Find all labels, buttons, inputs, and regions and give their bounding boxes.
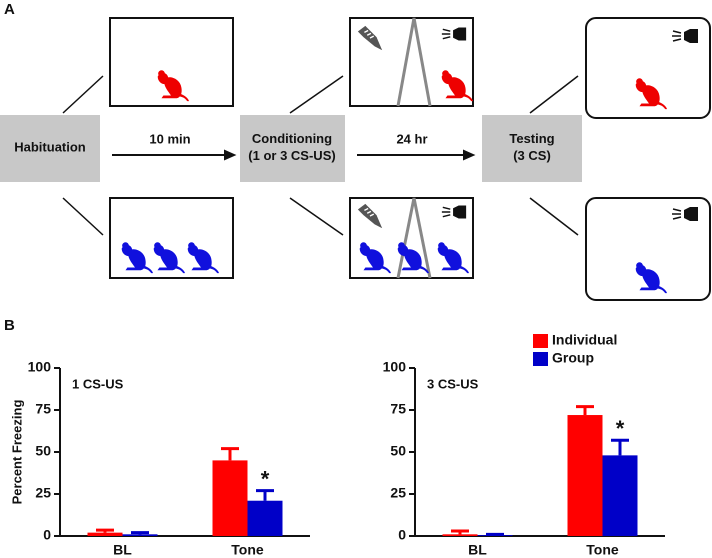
error-bar <box>96 528 114 533</box>
stage-label: Conditioning <box>252 131 332 146</box>
bar <box>122 534 158 536</box>
rats-individual <box>157 70 668 110</box>
speaker-icon <box>441 204 467 220</box>
shock-icon <box>357 25 383 51</box>
error-bar <box>131 531 149 535</box>
stage-label: Habituation <box>14 139 86 154</box>
legend-swatch <box>533 352 548 366</box>
legend-label: Group <box>552 350 594 366</box>
bar <box>212 460 248 536</box>
error-bar <box>486 532 504 536</box>
speaker-icon <box>441 26 467 42</box>
error-bar <box>221 447 239 461</box>
stage-box <box>482 115 582 182</box>
bar <box>247 500 283 536</box>
error-bar <box>451 529 469 535</box>
stage-box <box>240 115 345 182</box>
connectors <box>62 75 579 236</box>
y-tick-label: 75 <box>390 401 406 417</box>
y-tick-label: 0 <box>43 527 51 543</box>
significance-mark: * <box>616 416 625 441</box>
stage-label: (3 CS) <box>513 148 551 163</box>
bar <box>602 455 638 536</box>
arena-boxes <box>109 17 711 301</box>
y-tick-label: 50 <box>35 443 51 459</box>
y-tick-label: 75 <box>35 401 51 417</box>
bar <box>87 532 123 536</box>
stage-label: (1 or 3 CS-US) <box>248 148 335 163</box>
panel-label: B <box>4 317 15 334</box>
y-tick-label: 50 <box>390 443 406 459</box>
error-bar <box>256 489 274 501</box>
partition <box>396 17 432 279</box>
x-tick-label: BL <box>468 542 487 558</box>
x-tick-label: Tone <box>231 542 264 558</box>
y-tick-label: 25 <box>390 485 406 501</box>
x-tick-label: Tone <box>586 542 619 558</box>
speaker-icon <box>671 28 699 44</box>
y-tick-label: 0 <box>398 527 406 543</box>
legend-swatch <box>533 334 548 348</box>
bar <box>567 415 603 536</box>
bar <box>442 534 478 536</box>
error-bar <box>576 405 594 416</box>
shock-icon <box>357 203 383 229</box>
speaker-icon <box>671 206 699 222</box>
y-tick-label: 100 <box>383 359 407 375</box>
stage-label: Testing <box>509 131 554 146</box>
arrows <box>112 149 476 161</box>
panel-a: A <box>0 1 711 301</box>
significance-mark: * <box>261 466 270 491</box>
panel-label: A <box>4 1 15 18</box>
error-bar <box>611 438 629 456</box>
chart-title: 1 CS-US <box>72 376 124 391</box>
legend-label: Individual <box>552 332 617 348</box>
x-tick-label: BL <box>113 542 132 558</box>
interval-label: 10 min <box>149 131 190 146</box>
stage-box <box>0 115 100 182</box>
y-tick-label: 25 <box>35 485 51 501</box>
interval-label: 24 hr <box>396 131 427 146</box>
y-axis-label: Percent Freezing <box>9 400 24 505</box>
y-tick-label: 100 <box>28 359 52 375</box>
chart-title: 3 CS-US <box>427 376 479 391</box>
